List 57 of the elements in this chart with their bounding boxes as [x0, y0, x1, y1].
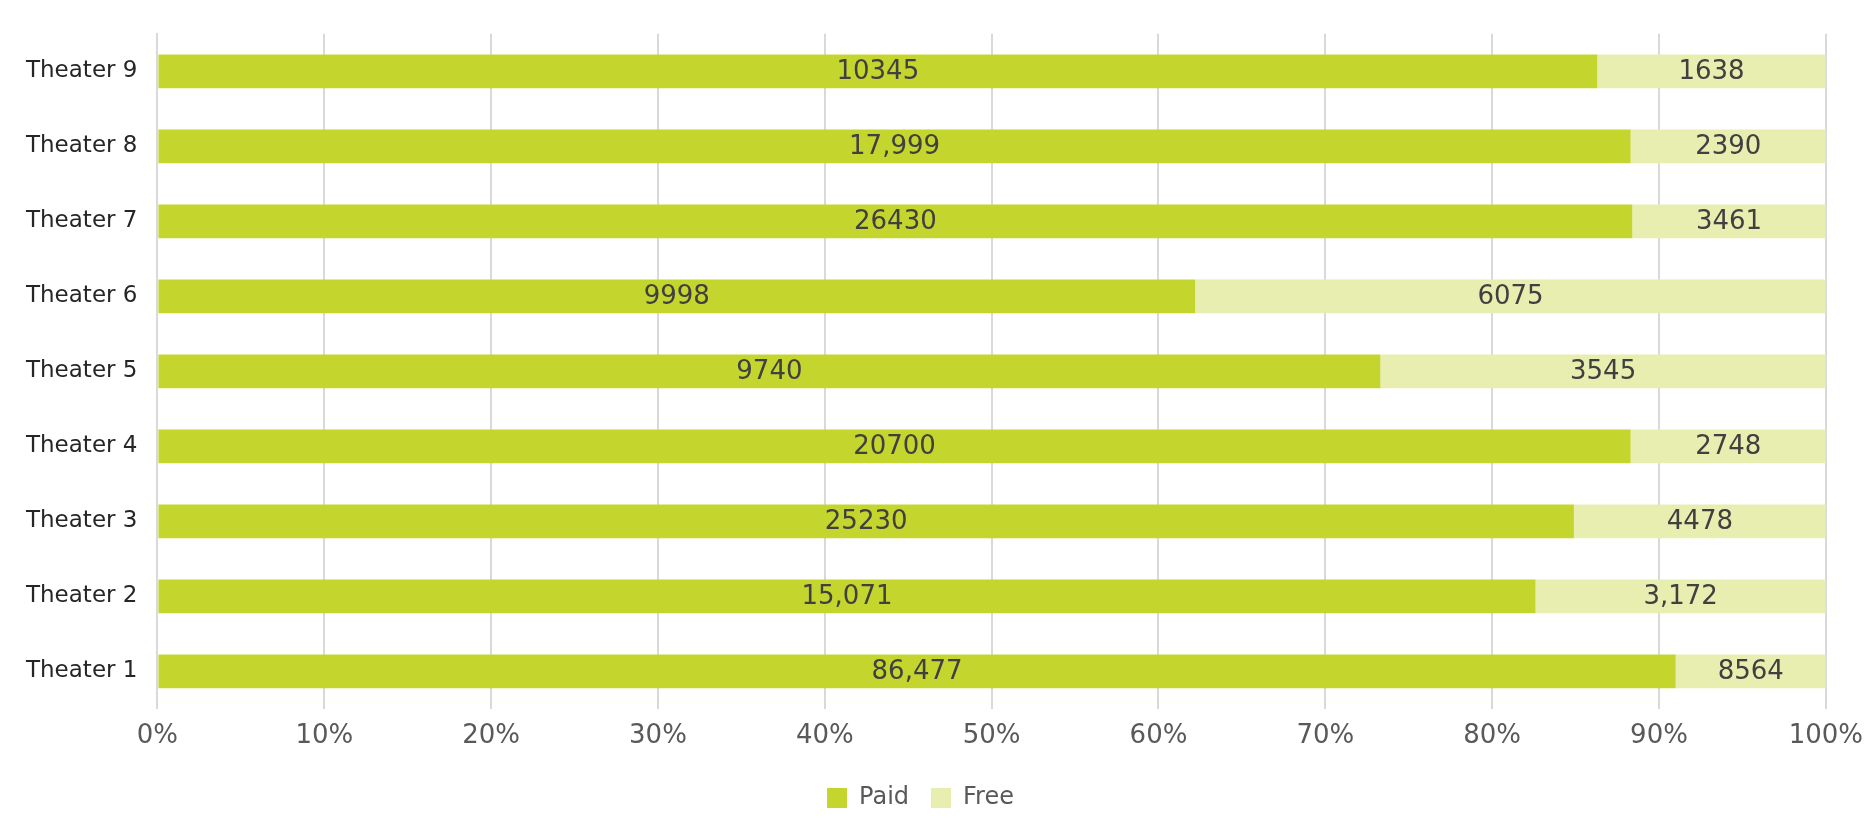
- x-tick-label: 80%: [1463, 719, 1522, 750]
- bar: [158, 279, 1196, 314]
- bar: [1630, 429, 1826, 464]
- bar: [1380, 354, 1826, 389]
- bar: [1632, 204, 1826, 239]
- x-tick-label: 0%: [136, 719, 179, 750]
- y-tick-label: Theater 2: [24, 581, 138, 608]
- annotation: 25230: [824, 505, 908, 536]
- y-tick-label: Theater 1: [24, 656, 138, 683]
- bar: [158, 579, 1536, 614]
- legend-label: Paid: [859, 782, 910, 811]
- x-tick-label: 30%: [629, 719, 687, 750]
- annotation: 20700: [853, 430, 936, 461]
- bar: [158, 429, 1631, 464]
- annotation: 1638: [1678, 55, 1745, 86]
- x-tick-label: 20%: [462, 719, 521, 750]
- x-tick-label: 50%: [962, 719, 1021, 750]
- y-tick-label: Theater 8: [24, 131, 138, 158]
- annotation: 15,071: [801, 580, 893, 611]
- x-tick-label: 40%: [795, 719, 854, 750]
- bar: [158, 654, 1676, 689]
- y-tick-label: Theater 5: [24, 356, 138, 383]
- bar: [1573, 504, 1826, 539]
- y-tick-label: Theater 9: [24, 56, 138, 83]
- y-tick-label: Theater 3: [24, 506, 138, 533]
- x-tick-label: 10%: [295, 719, 354, 750]
- legend-label: Free: [963, 782, 1014, 811]
- annotation: 3,172: [1643, 580, 1718, 611]
- annotation: 9740: [736, 355, 803, 386]
- bar: [158, 354, 1381, 389]
- annotation: 86,477: [871, 655, 963, 686]
- y-tick-label: Theater 7: [24, 206, 138, 233]
- annotation: 10345: [836, 55, 920, 86]
- y-tick-label: Theater 6: [24, 281, 138, 308]
- bar: [1630, 129, 1826, 164]
- annotation: 17,999: [849, 130, 941, 161]
- bar: [158, 129, 1631, 164]
- annotation: 3461: [1695, 205, 1763, 236]
- bar: [1597, 54, 1826, 89]
- bar: [158, 204, 1633, 239]
- annotation: 2748: [1695, 430, 1762, 461]
- annotation: 3545: [1570, 355, 1637, 386]
- bar: [1535, 579, 1826, 614]
- annotation: 4478: [1666, 505, 1733, 536]
- annotation: 26430: [854, 205, 937, 236]
- y-tick-label: Theater 4: [24, 431, 138, 458]
- annotation: 2390: [1695, 130, 1762, 161]
- bar: [1195, 279, 1826, 314]
- x-tick-label: 100%: [1788, 719, 1864, 750]
- annotation: 8564: [1717, 655, 1784, 686]
- bar: [158, 54, 1598, 89]
- annotation: 6075: [1477, 280, 1544, 311]
- x-tick-label: 60%: [1129, 719, 1188, 750]
- x-tick-label: 90%: [1630, 719, 1688, 750]
- annotation: 9998: [643, 280, 710, 311]
- x-tick-label: 70%: [1296, 719, 1355, 750]
- bar: [158, 504, 1574, 539]
